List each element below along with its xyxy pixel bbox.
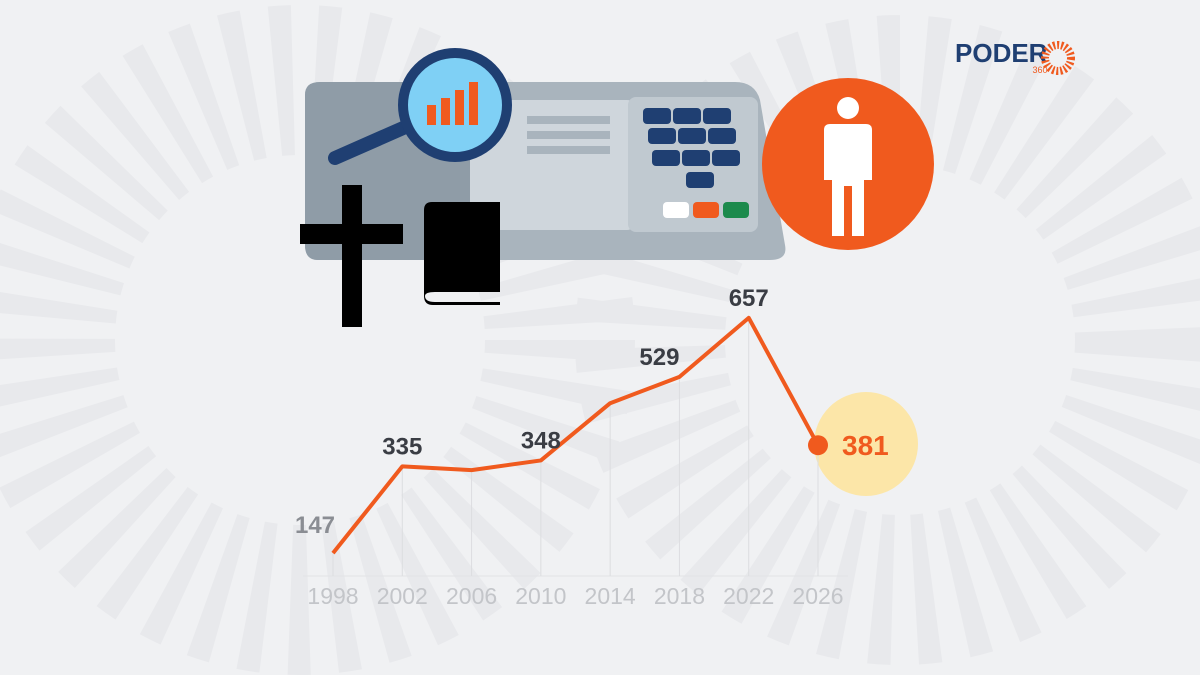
end-point: [808, 435, 828, 456]
x-tick-label: 2018: [654, 583, 705, 609]
x-tick-label: 2006: [446, 583, 497, 609]
x-tick-label: 2002: [377, 583, 428, 609]
logo: PODER 360: [955, 38, 1075, 75]
value-label: 147: [295, 512, 335, 539]
x-tick-label: 2022: [723, 583, 774, 609]
background-rays: [0, 5, 1200, 675]
x-tick-label: 1998: [307, 583, 358, 609]
x-tick-label: 2010: [515, 583, 566, 609]
line: [331, 315, 820, 555]
value-label: 348: [521, 427, 561, 454]
illustration: [300, 48, 934, 327]
x-tick-label: 2014: [585, 583, 636, 609]
value-label: 529: [639, 344, 679, 371]
value-label: 657: [729, 285, 769, 312]
value-label: 381: [842, 430, 889, 461]
highlight-circle: [814, 392, 918, 496]
logo-sub: 360: [1032, 65, 1047, 75]
logo-name: PODER: [955, 38, 1048, 68]
value-label: 335: [382, 433, 422, 460]
x-tick-label: 2026: [792, 583, 843, 609]
